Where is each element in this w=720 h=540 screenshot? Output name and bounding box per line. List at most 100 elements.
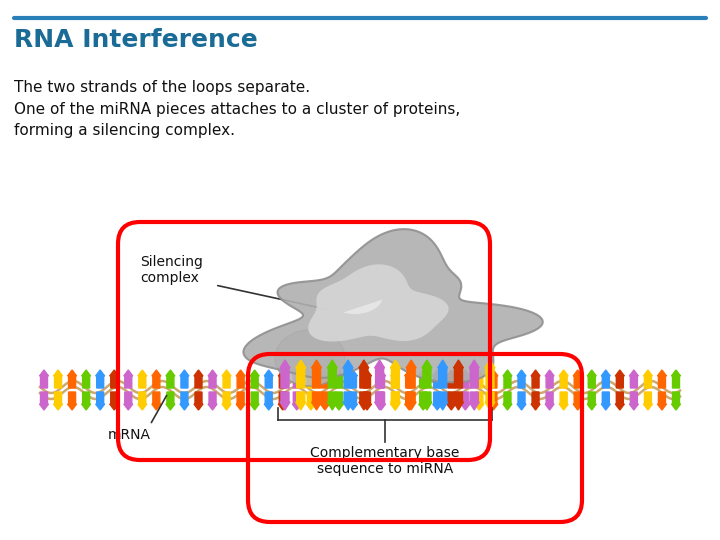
FancyArrow shape — [503, 392, 512, 410]
FancyArrow shape — [40, 370, 48, 388]
FancyArrow shape — [447, 370, 456, 388]
FancyArrow shape — [672, 370, 680, 388]
FancyArrow shape — [264, 370, 273, 388]
FancyArrow shape — [152, 392, 161, 410]
FancyArrow shape — [377, 370, 386, 388]
FancyArrow shape — [601, 392, 611, 410]
FancyArrow shape — [390, 392, 400, 410]
FancyArrow shape — [422, 360, 432, 388]
FancyArrow shape — [657, 392, 667, 410]
FancyArrow shape — [469, 360, 480, 388]
FancyArrow shape — [517, 370, 526, 388]
FancyArrow shape — [406, 392, 416, 410]
FancyArrow shape — [438, 360, 448, 388]
FancyArrow shape — [419, 370, 428, 388]
FancyArrow shape — [588, 370, 596, 388]
FancyArrow shape — [306, 370, 315, 388]
FancyArrow shape — [374, 360, 384, 388]
FancyArrow shape — [68, 392, 76, 410]
FancyArrow shape — [531, 392, 540, 410]
FancyArrow shape — [280, 360, 290, 388]
FancyArrow shape — [348, 370, 357, 388]
FancyArrow shape — [405, 370, 414, 388]
FancyArrow shape — [422, 392, 432, 410]
FancyArrow shape — [405, 392, 414, 410]
FancyArrow shape — [454, 360, 464, 388]
FancyArrow shape — [343, 360, 353, 388]
FancyArrow shape — [292, 392, 301, 410]
FancyArrow shape — [96, 392, 104, 410]
FancyArrow shape — [306, 392, 315, 410]
FancyArrow shape — [96, 370, 104, 388]
FancyArrow shape — [138, 370, 147, 388]
FancyArrow shape — [166, 370, 175, 388]
FancyArrow shape — [363, 370, 372, 388]
FancyArrow shape — [616, 392, 624, 410]
FancyArrow shape — [644, 370, 652, 388]
FancyArrow shape — [180, 370, 189, 388]
FancyArrow shape — [374, 392, 384, 410]
FancyArrow shape — [109, 392, 119, 410]
FancyArrow shape — [194, 392, 203, 410]
FancyArrow shape — [124, 370, 132, 388]
FancyArrow shape — [438, 392, 448, 410]
FancyArrow shape — [559, 392, 568, 410]
FancyArrow shape — [280, 392, 290, 410]
Text: The two strands of the loops separate.: The two strands of the loops separate. — [14, 80, 310, 95]
Text: One of the miRNA pieces attaches to a cluster of proteins,
forming a silencing c: One of the miRNA pieces attaches to a cl… — [14, 102, 460, 138]
FancyArrow shape — [328, 392, 337, 410]
FancyArrow shape — [194, 370, 203, 388]
FancyArrow shape — [559, 370, 568, 388]
FancyArrow shape — [573, 392, 582, 410]
FancyArrow shape — [475, 370, 484, 388]
FancyArrow shape — [320, 370, 329, 388]
Text: RNA Interference: RNA Interference — [14, 28, 258, 52]
FancyArrow shape — [348, 392, 357, 410]
FancyArrow shape — [377, 392, 386, 410]
FancyArrow shape — [40, 392, 48, 410]
FancyArrow shape — [454, 392, 464, 410]
FancyArrow shape — [461, 392, 470, 410]
FancyArrow shape — [391, 370, 400, 388]
FancyArrow shape — [328, 360, 337, 388]
FancyArrow shape — [629, 392, 639, 410]
FancyArrow shape — [236, 370, 245, 388]
FancyArrow shape — [236, 392, 245, 410]
FancyArrow shape — [222, 392, 231, 410]
FancyArrow shape — [81, 370, 91, 388]
FancyArrow shape — [312, 392, 322, 410]
FancyArrow shape — [208, 370, 217, 388]
FancyArrow shape — [545, 392, 554, 410]
FancyArrow shape — [588, 392, 596, 410]
FancyArrow shape — [278, 370, 287, 388]
FancyArrow shape — [81, 392, 91, 410]
Polygon shape — [275, 330, 345, 386]
FancyArrow shape — [152, 370, 161, 388]
FancyArrow shape — [406, 360, 416, 388]
FancyArrow shape — [475, 392, 484, 410]
FancyArrow shape — [433, 392, 442, 410]
FancyArrow shape — [250, 370, 259, 388]
FancyArrow shape — [53, 370, 63, 388]
FancyArrow shape — [250, 392, 259, 410]
FancyArrow shape — [278, 392, 287, 410]
FancyArrow shape — [485, 360, 495, 388]
FancyArrow shape — [657, 370, 667, 388]
FancyArrow shape — [334, 392, 343, 410]
FancyArrow shape — [531, 370, 540, 388]
FancyArrow shape — [503, 370, 512, 388]
Text: Complementary base
sequence to miRNA: Complementary base sequence to miRNA — [310, 446, 459, 476]
FancyArrow shape — [447, 392, 456, 410]
FancyArrow shape — [433, 370, 442, 388]
FancyArrow shape — [545, 370, 554, 388]
Text: Silencing
complex: Silencing complex — [140, 255, 203, 285]
FancyArrow shape — [469, 392, 480, 410]
FancyArrow shape — [292, 370, 301, 388]
FancyArrow shape — [461, 370, 470, 388]
FancyArrow shape — [124, 392, 132, 410]
Text: mRNA: mRNA — [108, 428, 151, 442]
FancyArrow shape — [138, 392, 147, 410]
FancyArrow shape — [334, 370, 343, 388]
FancyArrow shape — [672, 392, 680, 410]
FancyArrow shape — [312, 360, 322, 388]
